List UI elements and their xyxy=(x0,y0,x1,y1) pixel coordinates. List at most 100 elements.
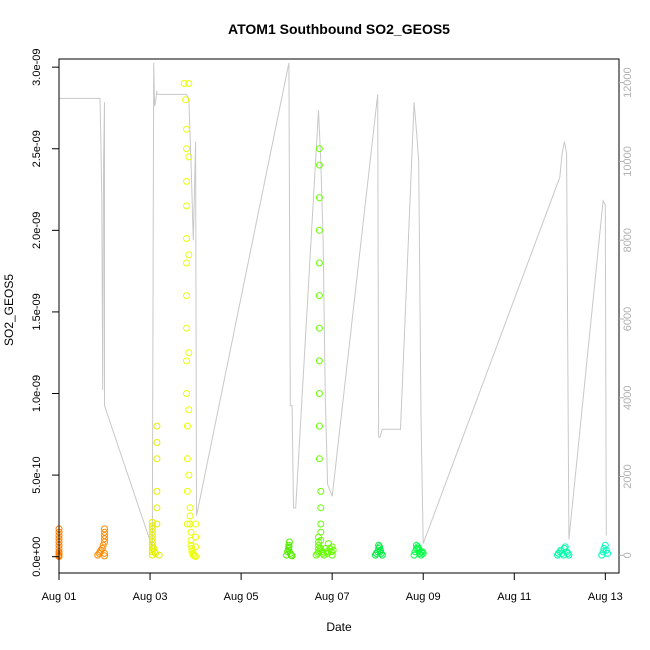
data-point xyxy=(187,536,195,544)
data-point xyxy=(155,551,163,559)
x-tick-label: Aug 11 xyxy=(497,591,531,603)
data-point xyxy=(152,549,159,557)
series-10 xyxy=(598,541,612,559)
chart-title: ATOM1 Southbound SO2_GEOS5 xyxy=(228,21,450,37)
y-tick-label: 2.5e-09 xyxy=(31,130,43,167)
x-tick-label: Aug 07 xyxy=(315,591,350,603)
series-3 xyxy=(148,422,163,559)
y-tick-label: 1.0e-09 xyxy=(31,375,43,412)
data-point xyxy=(602,546,610,554)
data-point xyxy=(315,533,322,541)
data-point xyxy=(153,439,161,446)
data-point xyxy=(182,96,190,104)
data-point xyxy=(317,504,325,512)
right-altitude-axis: 0 2000 4000 6000 8000 10000 12000 xyxy=(619,67,634,558)
data-point xyxy=(185,251,193,259)
data-point xyxy=(183,390,190,397)
data-point xyxy=(417,551,425,559)
data-point xyxy=(285,538,293,546)
data-point xyxy=(315,324,323,332)
data-point xyxy=(375,541,383,549)
data-point xyxy=(315,145,323,153)
y2-tick-label: 6000 xyxy=(622,307,634,331)
data-point xyxy=(315,226,323,234)
data-point xyxy=(186,512,194,520)
x-axis: Aug 01 Aug 03 Aug 05 Aug 07 Aug 09 Aug 11 Aug … xyxy=(42,572,623,603)
x-tick-label: Aug 01 xyxy=(42,591,77,603)
data-point xyxy=(419,549,427,557)
data-point xyxy=(192,553,200,560)
data-point xyxy=(153,422,161,430)
data-point xyxy=(192,533,200,541)
data-point xyxy=(565,551,573,559)
data-point xyxy=(285,543,293,551)
data-point xyxy=(317,487,325,495)
data-point xyxy=(187,541,195,549)
data-point xyxy=(604,549,612,557)
data-point xyxy=(187,528,195,536)
data-point xyxy=(185,153,193,161)
data-point xyxy=(183,324,190,332)
data-point xyxy=(148,518,156,526)
y-tick-label: 1.5e-09 xyxy=(31,293,43,330)
data-point xyxy=(561,543,569,551)
x-tick-label: Aug 13 xyxy=(588,591,623,603)
data-point xyxy=(183,292,190,300)
data-point xyxy=(183,202,190,210)
data-point xyxy=(183,357,190,365)
data-point xyxy=(315,259,323,267)
series-7 xyxy=(371,541,386,559)
data-point xyxy=(328,551,336,559)
data-point xyxy=(315,390,323,397)
y2-tick-label: 10000 xyxy=(622,146,634,177)
data-point xyxy=(101,552,108,560)
data-point xyxy=(315,194,323,202)
data-point xyxy=(185,471,193,479)
data-point xyxy=(315,357,323,365)
data-point xyxy=(101,532,108,539)
y2-tick-label: 2000 xyxy=(622,464,634,488)
data-point xyxy=(285,546,293,554)
data-point xyxy=(153,520,161,528)
data-point xyxy=(288,552,296,560)
data-point xyxy=(327,548,335,556)
data-point xyxy=(377,549,385,557)
data-point xyxy=(601,541,609,549)
data-point xyxy=(185,349,193,357)
y-tick-label: 2.0e-09 xyxy=(31,212,43,249)
data-point xyxy=(99,541,107,549)
x-tick-label: Aug 03 xyxy=(133,591,168,603)
data-point xyxy=(186,504,194,512)
y2-tick-label: 4000 xyxy=(622,385,634,409)
data-point xyxy=(183,235,190,242)
data-point xyxy=(148,541,156,549)
data-point xyxy=(192,520,200,528)
y2-tick-label: 8000 xyxy=(622,228,634,252)
y-tick-label: 3.0e-09 xyxy=(31,49,43,86)
data-point xyxy=(185,80,193,87)
y2-tick-label: 12000 xyxy=(622,67,634,98)
data-point xyxy=(150,545,158,552)
data-point xyxy=(153,455,161,463)
series-6 xyxy=(312,145,337,559)
data-point xyxy=(153,487,161,495)
data-point xyxy=(180,80,188,87)
data-point xyxy=(183,259,190,267)
data-point xyxy=(315,161,323,169)
series-2 xyxy=(94,525,108,560)
data-point xyxy=(315,545,322,552)
y-axis-label: SO2_GEOS5 xyxy=(2,274,16,346)
x-tick-label: Aug 05 xyxy=(224,591,259,603)
data-point xyxy=(315,455,323,463)
data-point xyxy=(376,548,384,556)
data-point xyxy=(192,543,200,551)
data-point xyxy=(183,422,191,430)
data-point xyxy=(183,177,190,185)
data-point xyxy=(183,145,190,153)
data-point xyxy=(101,528,108,536)
series-8 xyxy=(410,541,427,559)
data-point xyxy=(329,546,337,554)
data-points-layer xyxy=(55,80,612,560)
data-point xyxy=(315,292,323,300)
